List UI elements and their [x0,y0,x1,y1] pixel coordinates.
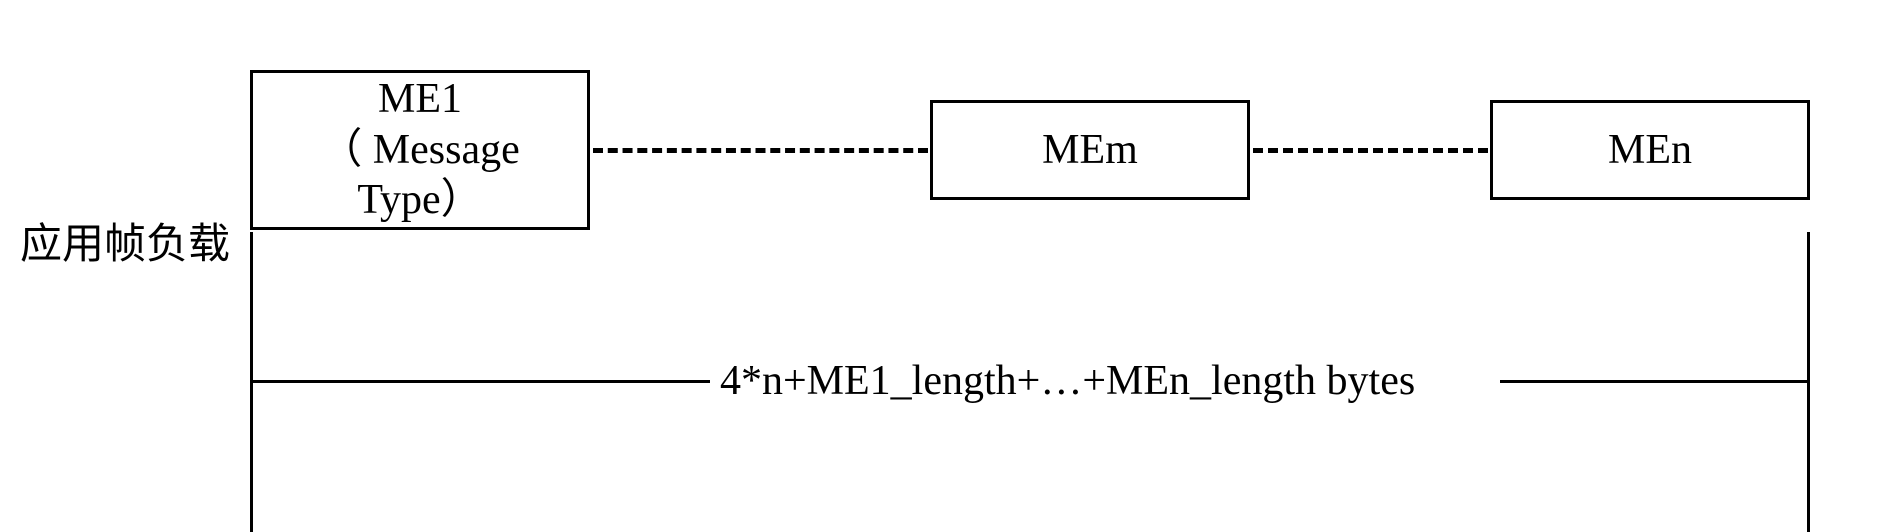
box-men: MEn [1490,100,1810,200]
diagram-container: ME1 （ Message Type） MEm MEn 4*n+ME1_leng… [250,70,1810,230]
box-men-label: MEn [1608,125,1692,175]
boxes-row: ME1 （ Message Type） MEm MEn [250,70,1810,230]
connector-dash-2 [1253,148,1488,153]
connector-dash-1 [593,148,928,153]
box-me1: ME1 （ Message Type） [250,70,590,230]
box-me1-line2: （ Message [320,125,519,175]
side-label: 应用帧负载 [20,210,230,271]
dimension-bracket: 4*n+ME1_length+…+MEn_length bytes [250,232,1810,532]
box-me1-line3: Type） [357,175,482,225]
bracket-line-right [1500,380,1810,383]
box-mem-label: MEm [1042,125,1138,175]
box-me1-line1: ME1 [378,74,462,124]
bracket-line-left [250,380,710,383]
box-mem: MEm [930,100,1250,200]
dimension-text: 4*n+ME1_length+…+MEn_length bytes [720,357,1415,405]
